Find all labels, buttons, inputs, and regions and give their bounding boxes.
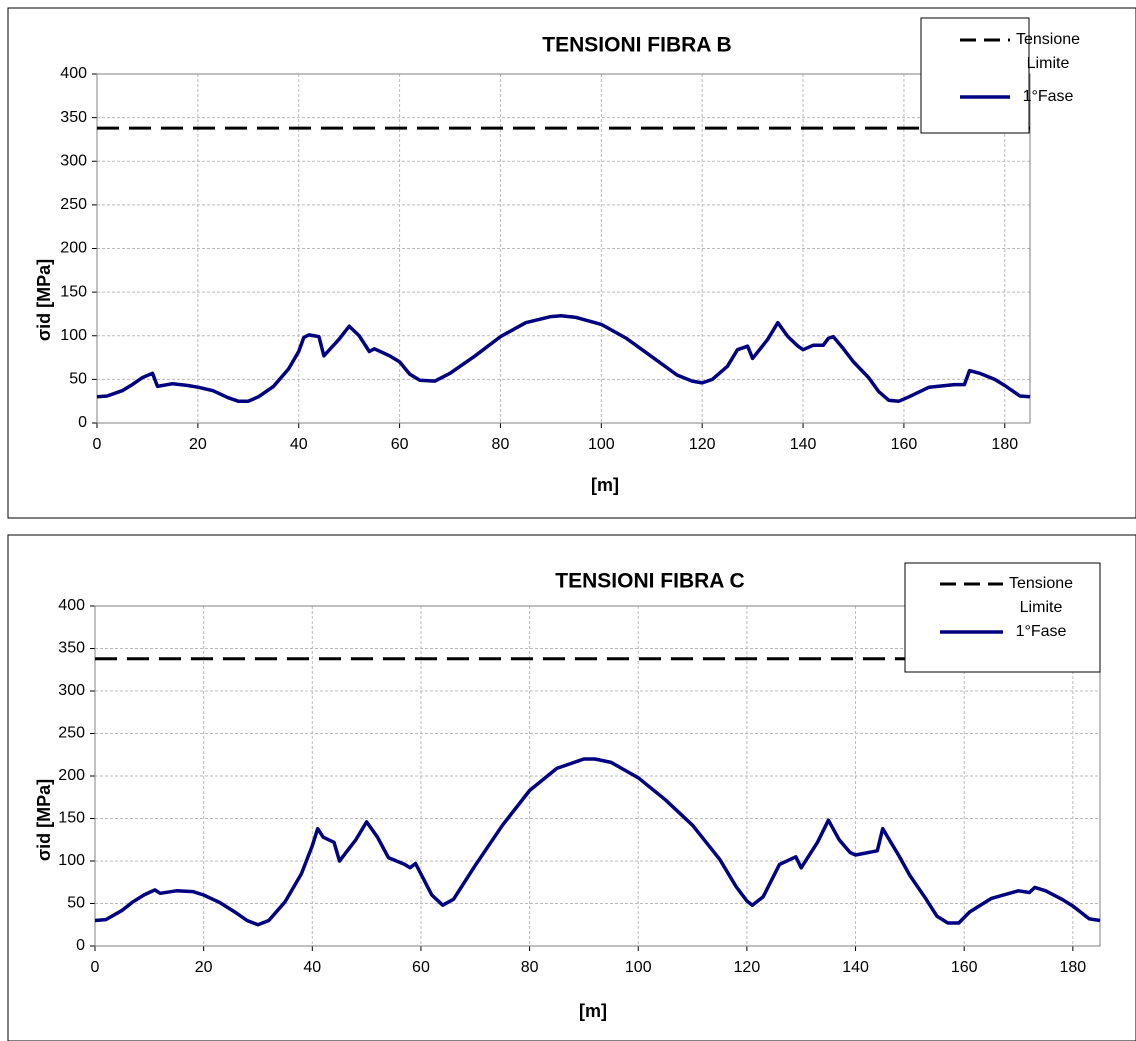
- legend-item: 1°Fase: [1015, 623, 1067, 640]
- x-tick-label: 0: [91, 959, 100, 976]
- x-tick-label: 40: [303, 959, 321, 976]
- y-axis-label: σid [MPa]: [34, 259, 54, 341]
- y-tick-label: 50: [69, 371, 87, 388]
- x-tick-label: 180: [1059, 959, 1086, 976]
- y-tick-label: 300: [60, 152, 87, 169]
- y-tick-label: 100: [60, 327, 87, 344]
- x-tick-label: 80: [521, 959, 539, 976]
- y-tick-label: 0: [76, 937, 85, 954]
- x-tick-label: 60: [391, 436, 409, 453]
- y-tick-label: 400: [58, 597, 85, 614]
- x-tick-label: 40: [290, 436, 308, 453]
- y-axis-label: σid [MPa]: [34, 779, 54, 861]
- chart-title: TENSIONI FIBRA C: [555, 570, 744, 593]
- x-axis-label: [m]: [591, 475, 619, 495]
- x-tick-label: 20: [195, 959, 213, 976]
- y-tick-label: 250: [58, 725, 85, 742]
- y-tick-label: 150: [58, 810, 85, 827]
- y-tick-label: 200: [58, 767, 85, 784]
- x-tick-label: 180: [991, 436, 1018, 453]
- series-line: [94, 757, 1101, 927]
- x-tick-label: 0: [93, 436, 102, 453]
- legend-label: 1°Fase: [1022, 88, 1074, 105]
- x-tick-label: 60: [412, 959, 430, 976]
- y-tick-label: 250: [60, 196, 87, 213]
- legend-label: 1°Fase: [1015, 623, 1067, 640]
- legend-item: 1°Fase: [1022, 88, 1074, 105]
- chart-title: TENSIONI FIBRA B: [542, 34, 731, 57]
- legend-item: Tensione Limite: [1015, 31, 1081, 72]
- x-tick-label: 120: [734, 959, 761, 976]
- y-tick-label: 200: [60, 240, 87, 257]
- plot-area: [94, 605, 1101, 947]
- x-tick-label: 160: [951, 959, 978, 976]
- y-tick-label: 400: [60, 65, 87, 82]
- y-tick-label: 100: [58, 852, 85, 869]
- y-tick-label: 0: [78, 414, 87, 431]
- legend-box: [904, 562, 1101, 673]
- y-tick-label: 350: [58, 640, 85, 657]
- y-tick-label: 150: [60, 283, 87, 300]
- x-tick-label: 120: [689, 436, 716, 453]
- y-tick-label: 350: [60, 109, 87, 126]
- x-tick-label: 140: [842, 959, 869, 976]
- legend-label: Tensione Limite: [1015, 31, 1081, 72]
- x-tick-label: 80: [492, 436, 510, 453]
- legend-label: Tensione Limite: [1008, 575, 1074, 616]
- x-tick-label: 100: [625, 959, 652, 976]
- y-tick-label: 300: [58, 682, 85, 699]
- x-tick-label: 20: [189, 436, 207, 453]
- legend-box: [920, 17, 1030, 134]
- x-tick-label: 100: [588, 436, 615, 453]
- plot-area: [96, 73, 1031, 424]
- x-axis-label: [m]: [579, 1001, 607, 1021]
- x-tick-label: 140: [790, 436, 817, 453]
- series-line: [96, 313, 1031, 403]
- y-tick-label: 50: [67, 895, 85, 912]
- x-tick-label: 160: [891, 436, 918, 453]
- legend-item: Tensione Limite: [1008, 575, 1074, 616]
